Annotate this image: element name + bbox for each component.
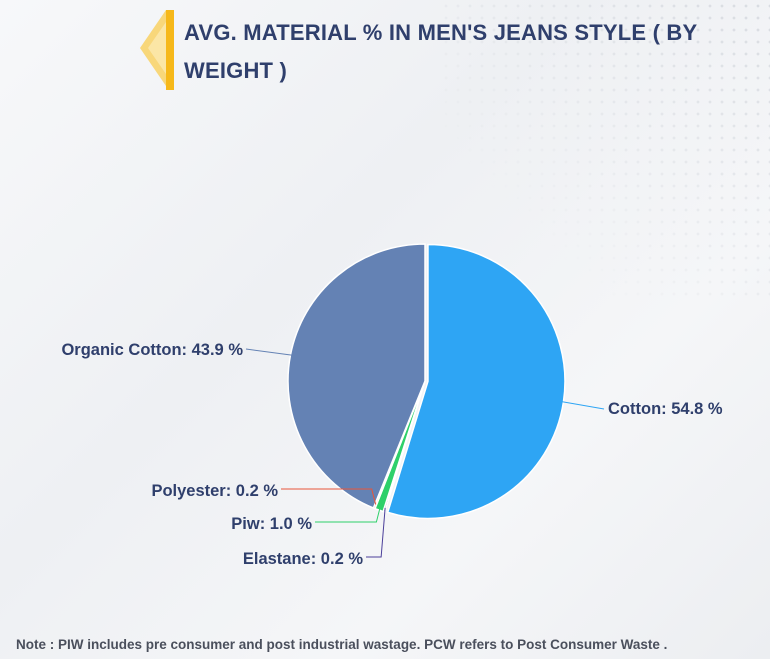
data-label-polyester: Polyester: 0.2 % (151, 482, 278, 500)
data-label-cotton: Cotton: 54.8 % (608, 400, 723, 418)
leader-line-cotton (559, 400, 605, 410)
leader-line-piw (315, 506, 381, 523)
footnote: Note : PIW includes pre consumer and pos… (16, 637, 668, 652)
title-chevron-icon (140, 10, 166, 86)
leader-line-organic-cotton (245, 348, 295, 356)
leader-line-polyester (281, 488, 377, 505)
leader-line-elastane (366, 507, 386, 558)
background-dot-pattern (440, 0, 770, 300)
data-label-piw: Piw: 1.0 % (231, 515, 312, 533)
title-accent-bar (166, 10, 174, 90)
data-label-organic-cotton: Organic Cotton: 43.9 % (61, 341, 243, 359)
data-label-elastane: Elastane: 0.2 % (243, 550, 363, 568)
chart-title: AVG. MATERIAL % IN MEN'S JEANS STYLE ( B… (184, 20, 697, 83)
pie-chart: Reports Cotton: 54.8 %Elastane: 0.2 %Piw… (61, 243, 723, 568)
